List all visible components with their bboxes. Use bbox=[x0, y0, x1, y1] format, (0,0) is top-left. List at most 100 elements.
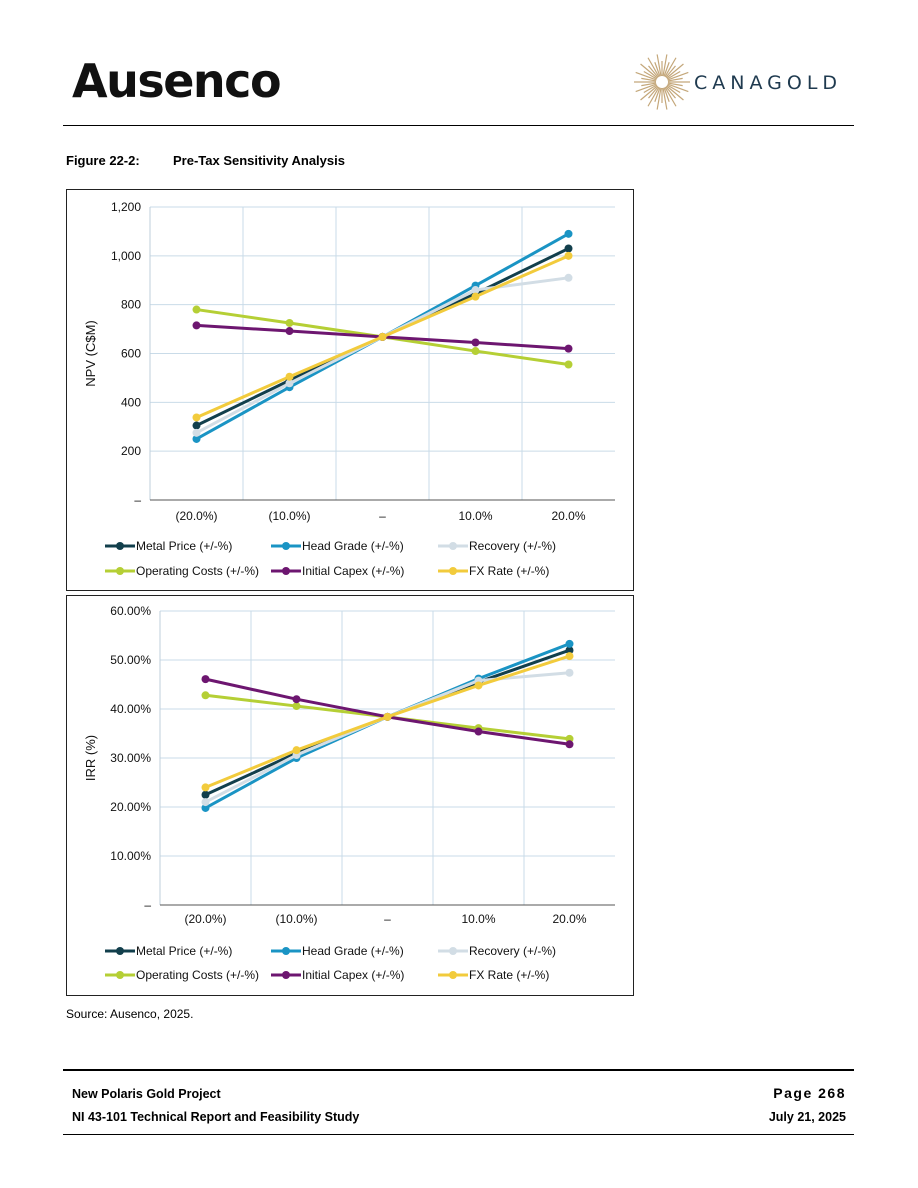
npv-data-point-initial-capex bbox=[192, 321, 201, 330]
canagold-logo: CANAGOLD bbox=[632, 50, 852, 114]
footer-project: New Polaris Gold Project bbox=[72, 1087, 221, 1101]
footer-divider-bottom bbox=[63, 1134, 854, 1135]
irr-data-point-initial-capex bbox=[474, 727, 483, 736]
irr-y-tick-label: 50.00% bbox=[110, 653, 151, 667]
npv-data-point-fx-rate bbox=[285, 372, 294, 381]
npv-data-point-initial-capex bbox=[564, 344, 573, 353]
npv-legend-item-initial-capex: Initial Capex (+/-%) bbox=[271, 564, 404, 578]
irr-x-tick-label: 10.0% bbox=[461, 912, 495, 926]
npv-data-point-recovery bbox=[192, 428, 201, 437]
canagold-wordmark: CANAGOLD bbox=[694, 72, 843, 94]
npv-data-point-initial-capex bbox=[285, 327, 294, 336]
irr-y-tick-label: – bbox=[144, 898, 151, 912]
npv-data-point-fx-rate bbox=[564, 251, 573, 260]
npv-data-point-recovery bbox=[471, 286, 480, 295]
irr-data-point-fx-rate bbox=[565, 652, 574, 661]
npv-sensitivity-chart: – 200 400 600 800 1,000 1,200 (20.0%) (10.0%) – 10… bbox=[83, 200, 615, 578]
npv-legend-label: Metal Price (+/-%) bbox=[136, 539, 232, 553]
irr-y-tick-label: 10.00% bbox=[110, 849, 151, 863]
irr-legend-label: Initial Capex (+/-%) bbox=[302, 968, 404, 982]
npv-data-point-operating-costs bbox=[192, 305, 201, 314]
npv-data-point-operating-costs bbox=[471, 347, 480, 356]
npv-legend-label: FX Rate (+/-%) bbox=[469, 564, 549, 578]
irr-legend-label: FX Rate (+/-%) bbox=[469, 968, 549, 982]
irr-data-point-initial-capex bbox=[292, 695, 301, 704]
irr-legend-label: Head Grade (+/-%) bbox=[302, 944, 404, 958]
irr-legend-item-initial-capex: Initial Capex (+/-%) bbox=[271, 968, 404, 982]
irr-data-point-initial-capex bbox=[201, 675, 210, 684]
npv-chart-frame: – 200 400 600 800 1,000 1,200 (20.0%) (10.0%) – 10… bbox=[66, 189, 634, 591]
npv-legend-label: Initial Capex (+/-%) bbox=[302, 564, 404, 578]
npv-data-point-operating-costs bbox=[285, 318, 294, 327]
irr-data-point-fx-rate bbox=[201, 783, 210, 792]
irr-legend-item-operating-costs: Operating Costs (+/-%) bbox=[105, 968, 259, 982]
npv-data-point-operating-costs bbox=[564, 360, 573, 369]
irr-data-point-initial-capex bbox=[565, 740, 574, 749]
sunburst-icon bbox=[634, 54, 690, 110]
npv-data-point-metal-price bbox=[192, 421, 201, 430]
irr-data-point-metal-price bbox=[565, 646, 574, 655]
irr-data-point-recovery bbox=[565, 668, 574, 677]
irr-series-line-fx-rate bbox=[204, 654, 570, 789]
npv-data-point-fx-rate bbox=[378, 332, 387, 341]
npv-legend-label: Operating Costs (+/-%) bbox=[136, 564, 259, 578]
npv-y-tick-label: 1,200 bbox=[111, 200, 141, 214]
npv-x-tick-label: – bbox=[379, 509, 386, 523]
irr-chart-frame: – 10.00% 20.00% 30.00% 40.00% 50.00% 60.00% (20… bbox=[66, 595, 634, 996]
npv-y-tick-label: 400 bbox=[121, 395, 141, 409]
npv-data-point-head-grade bbox=[192, 434, 201, 443]
npv-y-tick-label: 200 bbox=[121, 444, 141, 458]
npv-legend-label: Head Grade (+/-%) bbox=[302, 539, 404, 553]
irr-data-point-fx-rate bbox=[383, 712, 392, 721]
irr-y-tick-label: 60.00% bbox=[110, 604, 151, 618]
figure-number: Figure 22-2: bbox=[66, 153, 140, 168]
irr-y-axis-title: IRR (%) bbox=[83, 735, 98, 781]
npv-x-tick-label: (10.0%) bbox=[268, 509, 310, 523]
npv-data-point-initial-capex bbox=[471, 338, 480, 347]
irr-data-point-head-grade bbox=[201, 803, 210, 812]
npv-data-point-fx-rate bbox=[192, 413, 201, 422]
npv-legend-item-operating-costs: Operating Costs (+/-%) bbox=[105, 564, 259, 578]
irr-data-point-operating-costs bbox=[292, 702, 301, 711]
ausenco-logo: Ausenco bbox=[72, 54, 282, 108]
irr-legend-item-recovery: Recovery (+/-%) bbox=[438, 944, 556, 958]
npv-legend-item-fx-rate: FX Rate (+/-%) bbox=[438, 564, 549, 578]
footer-report-title: NI 43-101 Technical Report and Feasibili… bbox=[72, 1110, 360, 1124]
header-divider bbox=[63, 125, 854, 126]
irr-series-line-initial-capex bbox=[205, 677, 570, 746]
npv-legend-label: Recovery (+/-%) bbox=[469, 539, 556, 553]
irr-data-point-metal-price bbox=[201, 790, 210, 799]
footer-date: July 21, 2025 bbox=[768, 1110, 846, 1124]
irr-data-point-recovery bbox=[201, 798, 210, 807]
irr-y-tick-label: 30.00% bbox=[110, 751, 151, 765]
irr-sensitivity-chart: – 10.00% 20.00% 30.00% 40.00% 50.00% 60.00% (20… bbox=[83, 604, 615, 982]
irr-x-tick-label: (10.0%) bbox=[275, 912, 317, 926]
irr-legend-label: Recovery (+/-%) bbox=[469, 944, 556, 958]
irr-legend-item-head-grade: Head Grade (+/-%) bbox=[271, 944, 404, 958]
npv-x-tick-label: 10.0% bbox=[458, 509, 492, 523]
irr-legend-item-metal-price: Metal Price (+/-%) bbox=[105, 944, 232, 958]
irr-legend-label: Metal Price (+/-%) bbox=[136, 944, 232, 958]
npv-y-tick-label: – bbox=[134, 493, 141, 507]
irr-x-tick-label: 20.0% bbox=[552, 912, 586, 926]
npv-data-point-metal-price bbox=[564, 244, 573, 253]
npv-data-point-recovery bbox=[285, 379, 294, 388]
npv-legend-item-recovery: Recovery (+/-%) bbox=[438, 539, 556, 553]
irr-x-tick-label: – bbox=[384, 912, 391, 926]
npv-x-tick-label: 20.0% bbox=[551, 509, 585, 523]
footer-page-number: Page 268 bbox=[773, 1085, 846, 1101]
figure-source: Source: Ausenco, 2025. bbox=[66, 1007, 194, 1021]
footer-divider-top bbox=[63, 1069, 854, 1071]
irr-data-point-fx-rate bbox=[474, 681, 483, 690]
irr-data-point-head-grade bbox=[565, 639, 574, 648]
irr-y-tick-label: 40.00% bbox=[110, 702, 151, 716]
irr-legend-item-fx-rate: FX Rate (+/-%) bbox=[438, 968, 549, 982]
irr-legend-label: Operating Costs (+/-%) bbox=[136, 968, 259, 982]
npv-data-point-fx-rate bbox=[471, 292, 480, 301]
figure-title: Pre-Tax Sensitivity Analysis bbox=[173, 153, 345, 168]
npv-legend-item-metal-price: Metal Price (+/-%) bbox=[105, 539, 232, 553]
npv-legend-item-head-grade: Head Grade (+/-%) bbox=[271, 539, 404, 553]
npv-x-tick-label: (20.0%) bbox=[175, 509, 217, 523]
irr-data-point-operating-costs bbox=[201, 691, 210, 700]
npv-y-tick-label: 600 bbox=[121, 347, 141, 361]
